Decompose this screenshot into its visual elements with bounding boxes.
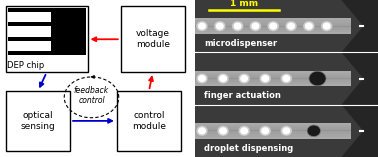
Text: finger actuation: finger actuation — [204, 92, 281, 100]
Bar — [195, 22, 350, 25]
Bar — [195, 105, 378, 157]
Bar — [72, 41, 83, 51]
Circle shape — [241, 76, 248, 81]
Circle shape — [234, 23, 241, 29]
Circle shape — [218, 126, 228, 135]
Bar — [195, 127, 350, 129]
Bar — [195, 32, 350, 34]
Circle shape — [217, 23, 223, 29]
Circle shape — [199, 128, 205, 134]
Circle shape — [218, 74, 228, 83]
Polygon shape — [341, 52, 378, 105]
Circle shape — [199, 76, 205, 81]
Circle shape — [288, 23, 294, 29]
Bar — [195, 0, 378, 52]
Circle shape — [321, 22, 332, 31]
Circle shape — [283, 128, 290, 134]
Bar — [195, 20, 350, 22]
Bar — [195, 52, 378, 105]
Circle shape — [308, 126, 320, 136]
Bar — [54, 26, 70, 37]
Circle shape — [281, 126, 291, 135]
Circle shape — [197, 126, 207, 135]
Bar — [195, 123, 350, 125]
Circle shape — [220, 76, 226, 81]
Bar — [195, 132, 350, 135]
Circle shape — [241, 128, 248, 134]
Bar — [195, 135, 350, 137]
Text: droplet dispensing: droplet dispensing — [204, 144, 293, 153]
Circle shape — [220, 128, 226, 134]
Bar — [72, 12, 83, 22]
Bar — [195, 71, 350, 86]
Bar — [72, 26, 83, 37]
Circle shape — [250, 22, 260, 31]
Bar — [195, 28, 350, 30]
Circle shape — [232, 22, 243, 31]
Bar — [117, 91, 181, 151]
Circle shape — [199, 23, 205, 29]
Text: feedback
control: feedback control — [74, 86, 109, 106]
Circle shape — [260, 126, 270, 135]
Bar — [8, 26, 51, 37]
Bar — [54, 41, 70, 51]
Text: optical
sensing: optical sensing — [20, 111, 55, 131]
Bar — [54, 12, 70, 22]
Circle shape — [270, 23, 277, 29]
Bar — [195, 75, 350, 77]
Circle shape — [252, 23, 259, 29]
Circle shape — [239, 126, 249, 135]
Circle shape — [215, 22, 225, 31]
Text: microdispenser: microdispenser — [204, 39, 277, 48]
Bar — [8, 8, 86, 55]
Bar — [8, 12, 51, 22]
Text: DEP chip: DEP chip — [7, 61, 44, 70]
Bar — [8, 41, 51, 51]
Bar — [195, 129, 350, 131]
Bar — [195, 18, 350, 34]
Bar — [195, 71, 350, 73]
Bar — [195, 80, 350, 82]
Bar — [6, 6, 88, 72]
Text: control
module: control module — [132, 111, 166, 131]
Circle shape — [310, 72, 325, 85]
Text: voltage
module: voltage module — [136, 29, 170, 49]
Circle shape — [260, 74, 270, 83]
Bar — [195, 18, 350, 20]
Bar — [195, 137, 350, 139]
Circle shape — [197, 74, 207, 83]
Circle shape — [268, 22, 279, 31]
Bar — [195, 77, 350, 79]
Circle shape — [286, 22, 296, 31]
Bar — [195, 123, 350, 139]
Circle shape — [304, 22, 314, 31]
Circle shape — [305, 23, 312, 29]
Bar — [195, 78, 350, 80]
Circle shape — [323, 23, 330, 29]
Bar — [195, 84, 350, 86]
Bar — [195, 73, 350, 75]
Circle shape — [262, 128, 269, 134]
Circle shape — [197, 22, 207, 31]
Circle shape — [239, 74, 249, 83]
Circle shape — [262, 76, 269, 81]
Bar — [195, 125, 350, 127]
Text: 1 mm: 1 mm — [230, 0, 258, 8]
Bar — [195, 25, 350, 27]
Polygon shape — [341, 0, 378, 52]
Polygon shape — [341, 105, 378, 157]
Circle shape — [283, 76, 290, 81]
Circle shape — [281, 74, 291, 83]
Bar — [195, 26, 350, 28]
Bar — [6, 91, 70, 151]
Bar — [195, 30, 350, 32]
Bar — [195, 82, 350, 84]
Bar — [195, 130, 350, 132]
Bar — [121, 6, 185, 72]
